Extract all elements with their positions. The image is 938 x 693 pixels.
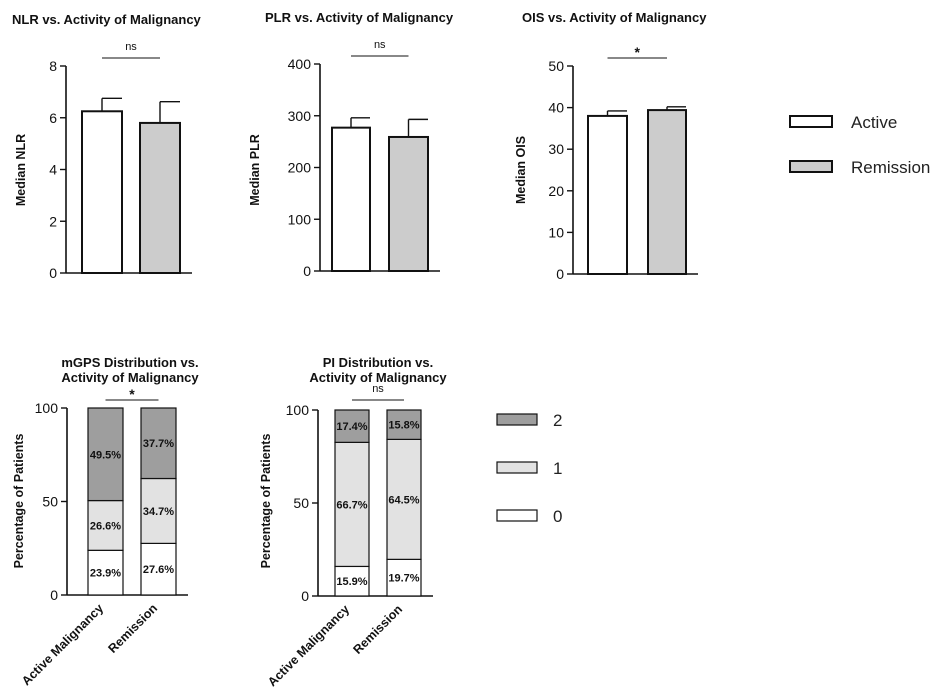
segment-label: 34.7%: [143, 506, 174, 518]
segment-label: 17.4%: [336, 421, 367, 433]
chart-panel-3: OIS vs. Activity of Malignancy Median OIS…: [514, 10, 707, 282]
y-tick-label: 4: [49, 162, 57, 178]
bar-remission: [388, 135, 429, 272]
y-axis-label: Median PLR: [248, 134, 262, 206]
chart-title: NLR vs. Activity of Malignancy: [12, 12, 202, 27]
y-tick-label: 20: [548, 183, 564, 199]
segment-label: 19.7%: [388, 573, 419, 585]
y-tick-label: 100: [288, 211, 312, 227]
y-tick-label: 0: [49, 265, 57, 281]
chart-panels: NLR vs. Activity of Malignancy Median NLR…: [12, 10, 707, 689]
y-tick-label: 0: [556, 266, 564, 282]
y-tick-label: 40: [548, 100, 564, 116]
stacked-segment-1: [334, 441, 370, 568]
y-tick-label: 200: [288, 160, 312, 176]
segment-label: 15.9%: [336, 576, 367, 588]
legend-swatch-remission: [789, 160, 833, 173]
segment-label: 23.9%: [90, 568, 121, 580]
bar-remission: [647, 109, 687, 276]
significance-label: *: [129, 386, 135, 402]
segment-label: 49.5%: [90, 449, 121, 461]
bar-active: [587, 114, 628, 275]
segment-label: 37.7%: [143, 438, 174, 450]
significance-label: *: [635, 44, 641, 60]
y-tick-label: 2: [49, 213, 57, 229]
segment-label: 26.6%: [90, 520, 121, 532]
y-tick-label: 100: [35, 400, 59, 416]
y-tick-label: 50: [548, 58, 564, 74]
y-tick-label: 50: [42, 494, 58, 510]
legend-swatch-active: [789, 115, 833, 128]
significance-label: ns: [374, 39, 386, 51]
chart-title-line: Activity of Malignancy: [309, 370, 447, 385]
segment-label: 66.7%: [336, 499, 367, 511]
segment-label: 15.8%: [388, 420, 419, 432]
significance-label: ns: [372, 383, 384, 395]
y-tick-label: 0: [303, 263, 311, 279]
stacked-segment-2: [87, 407, 124, 502]
x-category-label: Remission: [351, 602, 406, 657]
stacked-segment-0: [140, 542, 177, 596]
chart-title: PLR vs. Activity of Malignancy: [265, 10, 454, 25]
segment-label: 64.5%: [388, 494, 419, 506]
segment-label: 27.6%: [143, 564, 174, 576]
y-axis-label: Median NLR: [14, 134, 28, 206]
chart-title-line: mGPS Distribution vs.: [61, 355, 198, 370]
y-tick-label: 100: [286, 402, 310, 418]
y-tick-label: 50: [293, 495, 309, 511]
legend-label: 0: [553, 507, 562, 526]
bar-active: [331, 126, 371, 272]
chart-panel-4: mGPS Distribution vs.Activity of Maligna…: [12, 355, 199, 688]
y-tick-label: 0: [50, 587, 58, 603]
y-axis-label: Median OIS: [514, 136, 528, 204]
legend-swatch-score-1: [496, 461, 538, 474]
stacked-segment-1: [386, 438, 422, 560]
y-tick-label: 30: [548, 141, 564, 157]
legend-label: Remission: [851, 158, 930, 177]
y-tick-label: 0: [301, 588, 309, 604]
chart-panel-5: PI Distribution vs.Activity of Malignanc…: [259, 355, 447, 689]
legend-label: 2: [553, 411, 562, 430]
bar-active: [81, 110, 123, 274]
legend-label: 1: [553, 459, 562, 478]
stacked-segment-0: [334, 565, 370, 597]
chart-title-line: PI Distribution vs.: [323, 355, 434, 370]
legend-swatch-score-2: [496, 413, 538, 426]
x-category-label: Remission: [106, 601, 161, 656]
chart-title: OIS vs. Activity of Malignancy: [522, 10, 707, 25]
significance-label: ns: [125, 41, 137, 53]
y-tick-label: 6: [49, 110, 57, 126]
bar-remission: [139, 121, 181, 274]
legend-label: Active: [851, 113, 897, 132]
y-tick-label: 300: [288, 108, 312, 124]
y-tick-label: 10: [548, 224, 564, 240]
stacked-segment-2: [140, 407, 177, 480]
y-tick-label: 400: [288, 56, 312, 72]
stacked-segment-2: [386, 409, 422, 440]
stacked-segment-2: [334, 409, 370, 443]
y-axis-label: Percentage of Patients: [12, 434, 26, 569]
x-category-label: Active Malignancy: [265, 602, 352, 689]
chart-panel-2: PLR vs. Activity of Malignancy Median PLR…: [248, 10, 454, 279]
chart-title-line: Activity of Malignancy: [61, 370, 199, 385]
y-tick-label: 8: [49, 58, 57, 74]
chart-panel-1: NLR vs. Activity of Malignancy Median NLR…: [12, 12, 202, 281]
y-axis-label: Percentage of Patients: [259, 434, 273, 569]
stacked-segment-0: [386, 558, 422, 597]
legend-swatch-score-0: [496, 509, 538, 522]
stacked-segment-1: [87, 499, 124, 551]
x-category-label: Active Malignancy: [19, 601, 106, 688]
